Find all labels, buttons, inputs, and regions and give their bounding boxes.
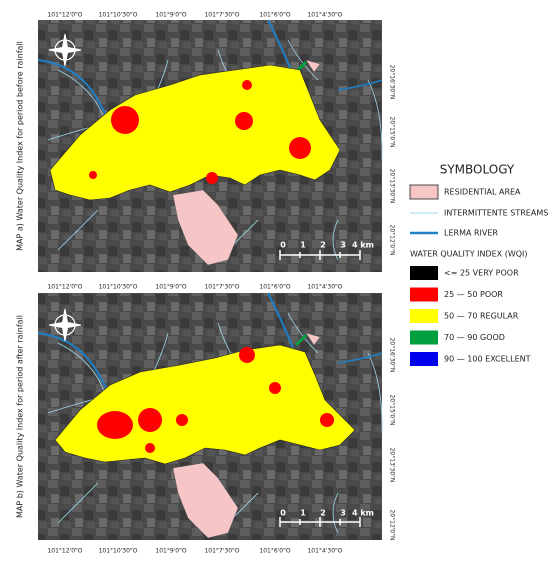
- lon-label: 101°4'30"O: [307, 12, 342, 19]
- scale-label: 2: [320, 241, 326, 250]
- wqi-swatch: [410, 266, 438, 280]
- lon-label: 101°9'0"O: [155, 284, 186, 291]
- wqi-title: WATER QUALITY INDEX (WQI): [410, 250, 528, 259]
- scale-label: 3: [340, 241, 346, 250]
- lon-label: 101°12'0"O: [47, 284, 82, 291]
- scale-label: 0: [280, 241, 286, 250]
- lat-label: 20°15'0"N: [389, 395, 396, 426]
- scale-label: 4 km: [352, 509, 374, 518]
- lon-label: 101°9'0"O: [155, 548, 186, 555]
- lat-label: 20°15'0"N: [389, 117, 396, 148]
- scale-label: 1: [300, 241, 306, 250]
- wqi-swatch: [410, 287, 438, 302]
- map-title: MAP a) Water Quality Index for period be…: [16, 41, 25, 251]
- scale-label: 4 km: [352, 241, 374, 250]
- lon-label: 101°4'30"O: [307, 284, 342, 291]
- lon-label: 101°7'30"O: [204, 548, 239, 555]
- lon-label: 101°10'30"O: [99, 12, 138, 19]
- lat-label: 20°16'30"N: [389, 65, 396, 100]
- lon-label: 101°12'0"O: [47, 548, 82, 555]
- map-title: MAP b) Water Quality Index for period af…: [16, 315, 25, 518]
- lon-label: 101°6'0"O: [259, 548, 290, 555]
- wqi-label: 70 — 90 GOOD: [444, 333, 505, 342]
- lon-label: 101°6'0"O: [259, 284, 290, 291]
- lat-label: 20°13'30"N: [389, 169, 396, 204]
- lon-label: 101°6'0"O: [259, 12, 290, 19]
- legend-item: RESIDENTIAL AREA: [444, 188, 521, 197]
- lat-label: 20°12'0"N: [389, 510, 396, 541]
- scale-label: 3: [340, 509, 346, 518]
- scale-label: 2: [320, 509, 326, 518]
- wqi-swatch: [410, 330, 438, 345]
- lon-label: 101°7'30"O: [204, 12, 239, 19]
- map-a: [36, 18, 384, 272]
- lon-label: 101°4'30"O: [307, 548, 342, 555]
- lon-label: 101°10'30"O: [99, 284, 138, 291]
- scale-label: 1: [300, 509, 306, 518]
- legend-title: SYMBOLOGY: [440, 163, 515, 177]
- wqi-swatch: [410, 309, 438, 323]
- scale-label: 0: [280, 509, 286, 518]
- wqi-label: 25 — 50 POOR: [444, 290, 503, 299]
- wqi-label: <= 25 VERY POOR: [444, 269, 519, 278]
- lat-label: 20°12'0"N: [389, 225, 396, 256]
- lat-label: 20°13'30"N: [389, 448, 396, 483]
- lon-label: 101°7'30"O: [204, 284, 239, 291]
- legend-item: LERMA RIVER: [444, 229, 498, 238]
- lat-label: 20°16'30"N: [389, 338, 396, 373]
- wqi-swatch: [410, 352, 438, 366]
- wqi-label: 90 — 100 EXCELLENT: [444, 355, 531, 364]
- swatch-residential: [409, 184, 439, 200]
- lon-label: 101°12'0"O: [47, 12, 82, 19]
- wqi-label: 50 — 70 REGULAR: [444, 312, 519, 321]
- lon-label: 101°10'30"O: [99, 548, 138, 555]
- legend-item: INTERMITTENTE STREAMS: [444, 209, 548, 218]
- lon-label: 101°9'0"O: [155, 12, 186, 19]
- map-b: [36, 291, 384, 540]
